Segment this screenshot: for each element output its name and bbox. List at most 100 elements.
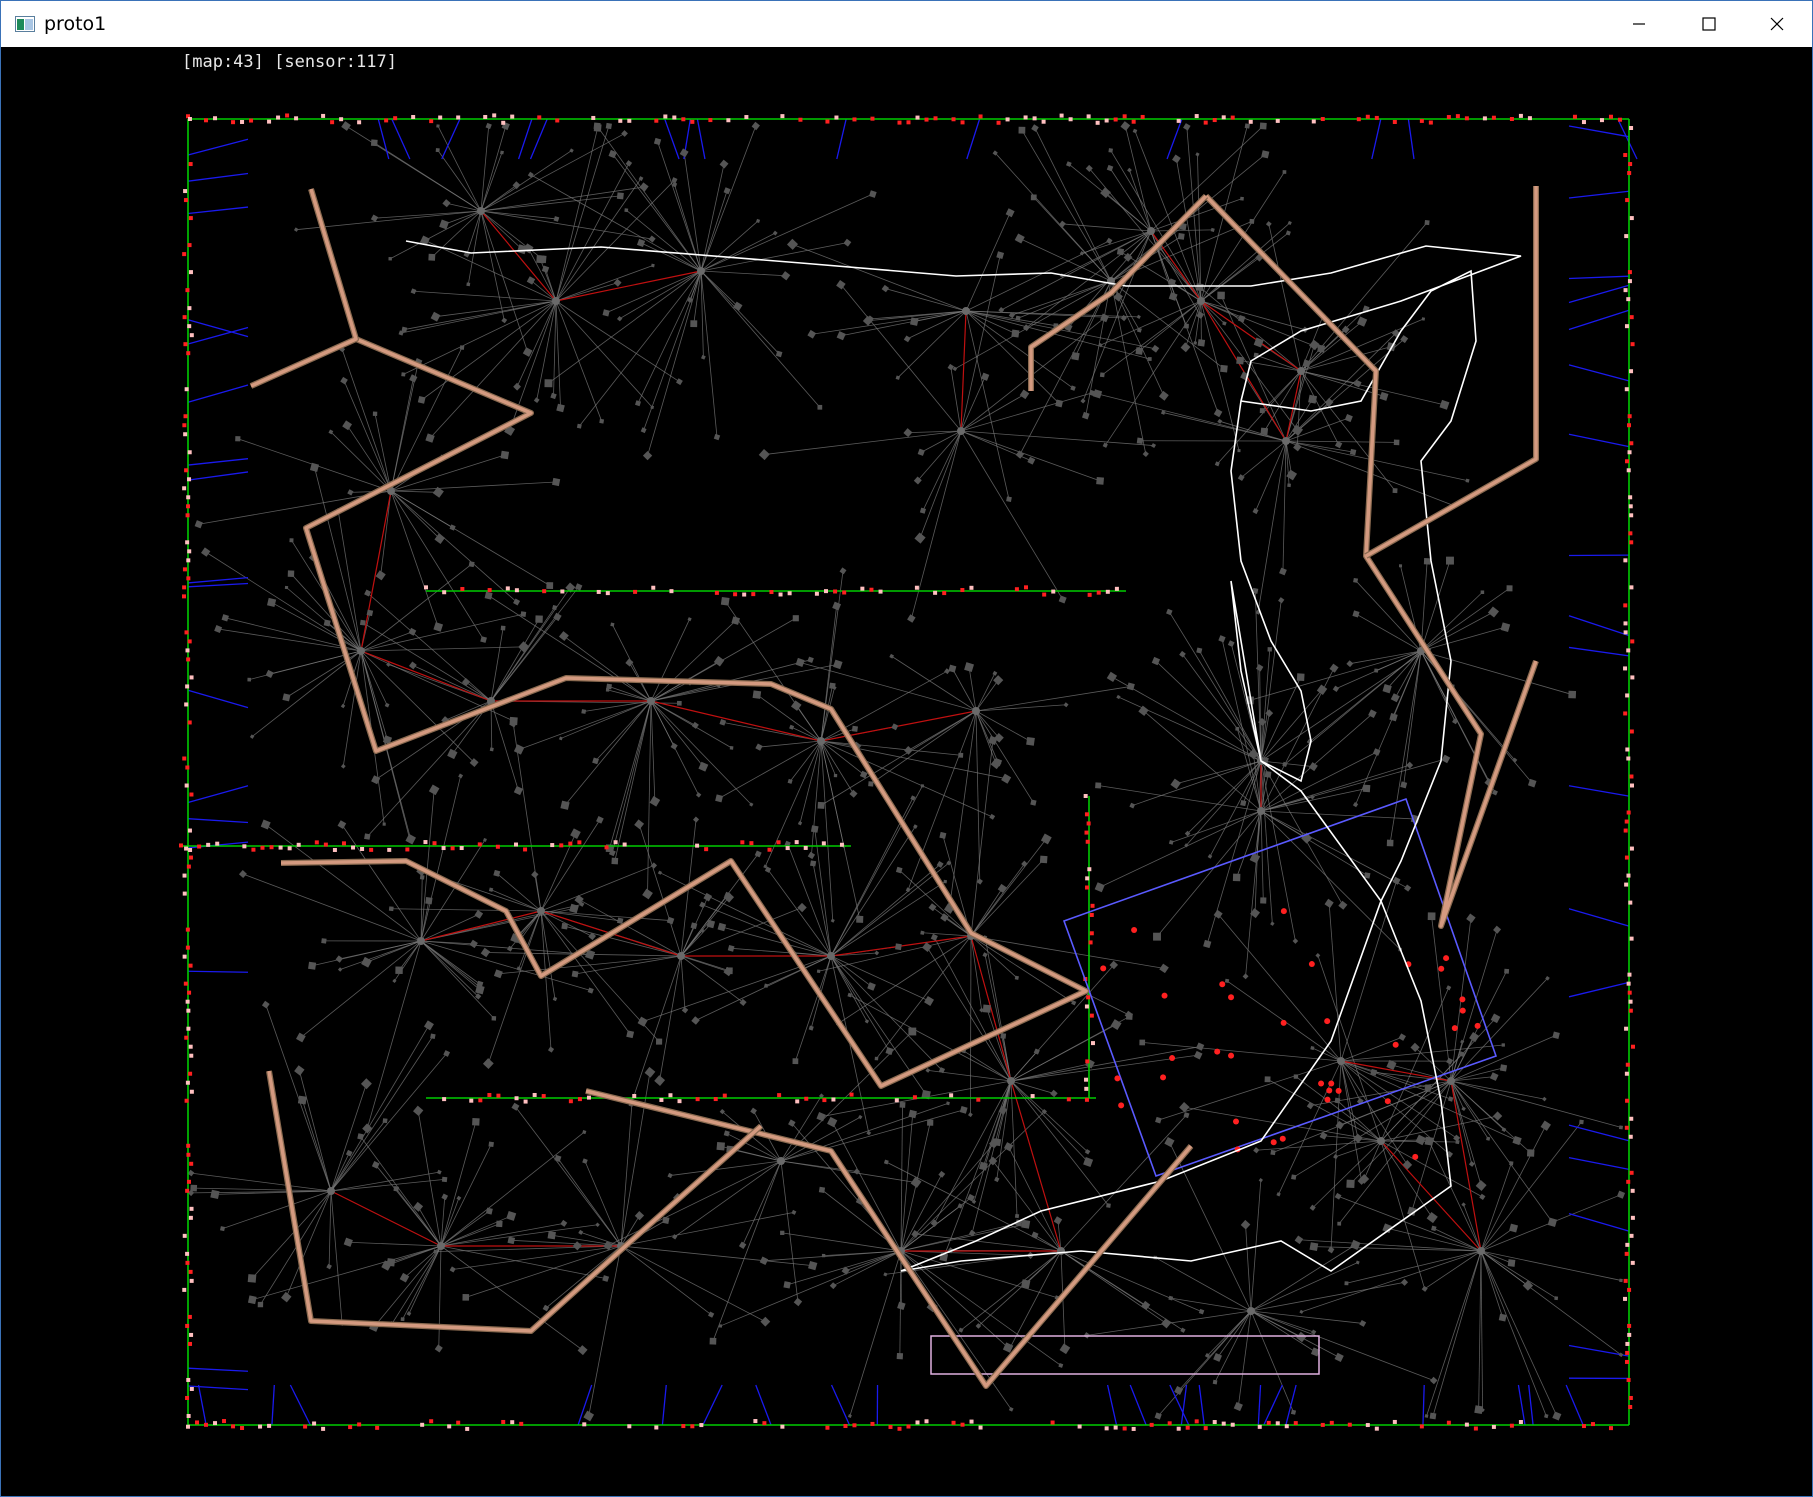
sensor-ray bbox=[700, 163, 725, 272]
sensor-ray bbox=[1184, 1106, 1382, 1142]
title-bar[interactable]: proto1 bbox=[1, 1, 1812, 47]
map-node bbox=[602, 1275, 610, 1282]
map-node bbox=[681, 1006, 689, 1014]
map-node bbox=[1306, 1102, 1314, 1110]
sensor-ray bbox=[1480, 1250, 1504, 1318]
hit-point bbox=[568, 1099, 573, 1104]
hit-point bbox=[794, 840, 799, 845]
map-node bbox=[1402, 1160, 1413, 1170]
map-node bbox=[441, 1193, 449, 1201]
sensor-ray bbox=[921, 430, 962, 453]
map-node bbox=[640, 427, 647, 434]
map-canvas[interactable]: [map:43] [sensor:117] bbox=[1, 47, 1812, 1496]
map-node bbox=[1498, 1313, 1507, 1322]
hit-point bbox=[330, 120, 335, 125]
map-node bbox=[1021, 860, 1028, 868]
sensor-link bbox=[830, 1384, 851, 1426]
sensor-ray bbox=[724, 601, 822, 742]
map-node bbox=[981, 372, 990, 381]
map-node bbox=[818, 1093, 824, 1099]
map-node bbox=[699, 901, 706, 909]
map-node bbox=[1096, 476, 1105, 485]
close-icon bbox=[1770, 17, 1784, 31]
sensor-ray bbox=[1317, 955, 1382, 1142]
planned-path bbox=[267, 1070, 763, 1333]
hit-point bbox=[1083, 794, 1088, 798]
sensor-ray bbox=[1237, 1310, 1252, 1407]
hit-point bbox=[1623, 621, 1628, 626]
sensor-ray bbox=[480, 152, 503, 212]
hit-point bbox=[185, 1080, 190, 1085]
map-node bbox=[920, 784, 925, 788]
sensor-ray bbox=[1339, 1080, 1452, 1126]
sensor-ray bbox=[960, 255, 1001, 432]
map-node bbox=[636, 238, 646, 248]
sensor-ray bbox=[1323, 1135, 1382, 1142]
minimize-button[interactable] bbox=[1604, 1, 1674, 47]
map-node bbox=[1616, 1190, 1626, 1199]
hit-point bbox=[523, 847, 528, 852]
hit-point bbox=[188, 847, 193, 852]
map-node bbox=[713, 655, 725, 667]
hit-marker bbox=[1459, 996, 1466, 1003]
map-node bbox=[1040, 833, 1052, 845]
map-node bbox=[833, 773, 838, 778]
map-node bbox=[1461, 1202, 1466, 1207]
sensor-link bbox=[1517, 1384, 1526, 1426]
map-node bbox=[1092, 389, 1103, 399]
map-node bbox=[420, 235, 430, 246]
map-node bbox=[326, 1263, 332, 1270]
sensor-link bbox=[529, 118, 548, 160]
map-node bbox=[484, 591, 493, 600]
map-node bbox=[809, 860, 817, 867]
map-node bbox=[520, 611, 527, 617]
hit-point bbox=[591, 115, 596, 120]
hit-point bbox=[441, 846, 446, 851]
hit-point bbox=[204, 118, 209, 123]
map-node bbox=[908, 1109, 917, 1119]
maximize-button[interactable] bbox=[1674, 1, 1744, 47]
hit-point bbox=[825, 1425, 830, 1430]
hit-point bbox=[978, 114, 983, 119]
hub-node bbox=[327, 1187, 335, 1195]
map-node bbox=[1404, 884, 1412, 892]
hit-point bbox=[496, 1093, 501, 1098]
sensor-ray bbox=[1150, 229, 1213, 232]
map-node bbox=[1212, 1379, 1218, 1385]
sensor-ray bbox=[1008, 1146, 1062, 1252]
map-node bbox=[763, 983, 769, 988]
hit-point bbox=[189, 1386, 194, 1391]
map-node bbox=[1217, 418, 1223, 424]
hit-point bbox=[387, 847, 392, 852]
hub-node bbox=[1297, 367, 1305, 375]
sensor-ray bbox=[1389, 650, 1422, 844]
map-node bbox=[650, 405, 655, 410]
map-node bbox=[1019, 389, 1030, 400]
hit-point bbox=[1176, 118, 1181, 123]
map-node bbox=[896, 1352, 904, 1360]
sensor-ray bbox=[1236, 728, 1262, 812]
sensor-ray bbox=[830, 955, 890, 1052]
map-node bbox=[1236, 356, 1245, 365]
hit-point bbox=[751, 592, 756, 597]
hit-point bbox=[423, 840, 428, 845]
sensor-ray bbox=[1285, 332, 1397, 442]
hit-point bbox=[314, 840, 319, 845]
hit-point bbox=[1509, 116, 1514, 121]
map-node bbox=[1193, 1050, 1203, 1060]
map-node bbox=[637, 1016, 648, 1027]
sensor-ray bbox=[374, 142, 482, 212]
map-node bbox=[1346, 660, 1354, 668]
sensor-ray bbox=[970, 888, 1003, 937]
sensor-ray bbox=[780, 1102, 949, 1162]
map-node bbox=[608, 149, 617, 159]
map-node bbox=[1461, 1106, 1466, 1112]
sensor-ray bbox=[440, 1210, 490, 1247]
close-button[interactable] bbox=[1742, 1, 1812, 47]
planned-path bbox=[1204, 194, 1538, 928]
hit-point bbox=[231, 1424, 236, 1429]
sensor-ray bbox=[1346, 1250, 1482, 1284]
hit-point bbox=[182, 954, 187, 959]
hit-point bbox=[613, 840, 618, 845]
hit-point bbox=[831, 1097, 836, 1102]
